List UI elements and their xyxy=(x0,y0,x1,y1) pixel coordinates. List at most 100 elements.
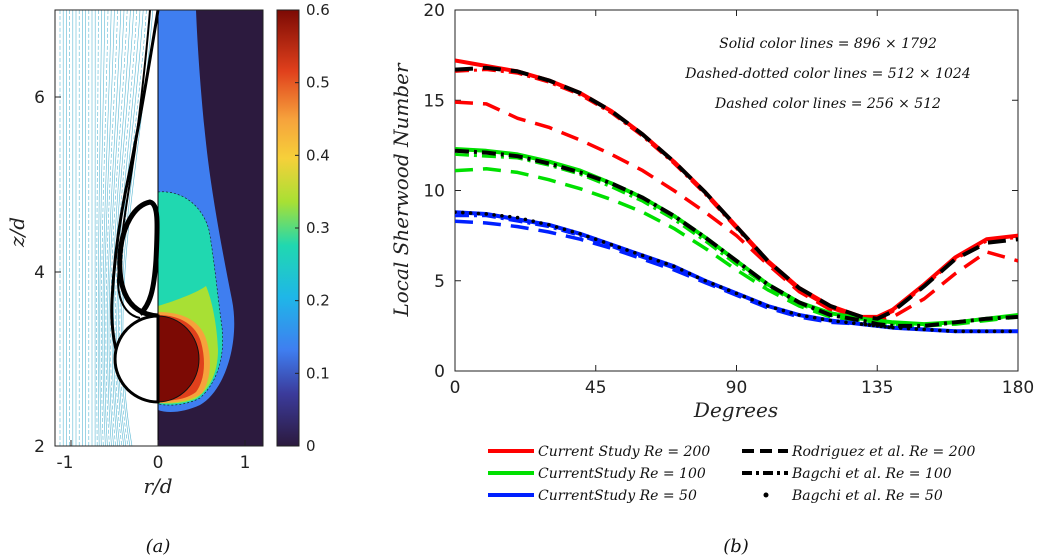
series-bagchi-re50-point xyxy=(593,237,598,242)
y-tick-label-b: 20 xyxy=(423,1,445,21)
series-line-5 xyxy=(455,167,1018,328)
series-bagchi-re50-point xyxy=(859,322,864,326)
colorbar-ticks: 0 0.1 0.2 0.3 0.4 0.5 0.6 xyxy=(295,1,330,455)
series-bagchi-re50-point xyxy=(455,210,457,214)
streamline xyxy=(99,10,106,446)
series-bagchi-re50-point xyxy=(867,323,872,327)
x-tick-label-b: 45 xyxy=(585,378,607,398)
y-tick-a-3: 6 xyxy=(34,88,45,108)
series-bagchi-re50-point xyxy=(984,329,989,334)
series-bagchi-re50-point xyxy=(863,322,868,327)
streamline xyxy=(105,10,118,446)
series-bagchi-re50-point xyxy=(492,213,496,217)
series-bagchi-re50-point xyxy=(609,242,614,247)
legend-label: CurrentStudy Re = 100 xyxy=(538,466,706,482)
streamline xyxy=(110,10,128,446)
series-bagchi-re50-point xyxy=(797,313,801,317)
series-bagchi-re50-point xyxy=(977,329,981,334)
x-tick-label-b: 90 xyxy=(726,378,748,398)
x-tick-a-3: 1 xyxy=(240,453,251,473)
annotation-dashdot: Dashed-dotted color lines = 512 × 1024 xyxy=(684,66,970,82)
y-tick-a-1: 2 xyxy=(34,437,45,457)
x-axis-label-a: r/d xyxy=(143,474,172,498)
series-bagchi-re50-point xyxy=(656,259,661,263)
series-bagchi-re50-point xyxy=(539,221,543,225)
particle-left-half xyxy=(113,314,160,404)
series-bagchi-re50-point xyxy=(969,329,973,334)
series-bagchi-re50-point xyxy=(687,271,692,276)
series-bagchi-re50-point xyxy=(773,306,778,311)
streamline xyxy=(108,10,125,446)
series-bagchi-re50-point xyxy=(742,294,747,299)
y-tick-a-2: 4 xyxy=(34,263,45,283)
series-bagchi-re50-point xyxy=(781,308,786,313)
series-bagchi-re50-point xyxy=(554,225,559,229)
series-bagchi-re50-point xyxy=(570,229,575,234)
caption-a: (a) xyxy=(146,536,171,557)
caption-b: (b) xyxy=(723,536,749,557)
series-bagchi-re50-point xyxy=(734,291,739,296)
series-bagchi-re50-point xyxy=(812,315,817,320)
y-axis-label-a: z/d xyxy=(5,217,29,248)
series-bagchi-re50-point xyxy=(938,328,942,333)
series-bagchi-re50-point xyxy=(851,321,856,325)
series-bagchi-re50-point xyxy=(891,325,895,330)
series-line-10 xyxy=(455,148,1018,328)
x-ticks-a: -1 0 1 xyxy=(57,440,251,473)
annotation-dashed: Dashed color lines = 256 × 512 xyxy=(714,96,941,112)
series-bagchi-re50-point xyxy=(476,211,481,216)
series-bagchi-re50-point xyxy=(578,232,582,236)
legend: Current Study Re = 200 Rodriguez et al. R… xyxy=(488,444,976,504)
annotation-solid: Solid color lines = 896 × 1792 xyxy=(719,36,937,52)
series-bagchi-re50-point xyxy=(531,219,535,223)
series-bagchi-re50-point xyxy=(484,212,489,216)
series-bagchi-re50-point xyxy=(719,285,723,289)
colorbar-tick-label: 0.2 xyxy=(306,292,330,310)
series-bagchi-re50-point xyxy=(461,210,465,215)
series-bagchi-re50-point xyxy=(617,245,622,250)
series-bagchi-re50-point xyxy=(871,323,876,328)
series-bagchi-re50-point xyxy=(922,327,926,332)
axes-frame-a xyxy=(54,9,264,447)
legend-label: Rodriguez et al. Re = 200 xyxy=(791,444,976,460)
streamline xyxy=(107,10,122,446)
series-bagchi-re50-point xyxy=(586,234,590,239)
y-tick-label-b: 15 xyxy=(423,91,445,111)
colorbar-tick-label: 0.1 xyxy=(306,364,330,382)
series-bagchi-re50-point xyxy=(883,324,887,329)
series-bagchi-re50-point xyxy=(672,264,676,269)
x-tick-a-1: -1 xyxy=(57,453,74,473)
x-tick-label-b: 180 xyxy=(1002,378,1034,398)
streamline xyxy=(96,10,99,446)
separatrix-inner xyxy=(116,10,151,319)
colorbar-tick-label: 0.3 xyxy=(306,219,330,237)
colorbar-tick-label: 0.5 xyxy=(306,74,330,92)
series-bagchi-re50-point xyxy=(836,319,840,324)
legend-label: Bagchi et al. Re = 50 xyxy=(791,488,943,504)
series-bagchi-re50-point xyxy=(887,325,891,330)
y-tick-label-b: 5 xyxy=(434,272,445,292)
series-bagchi-re50-point xyxy=(844,320,848,325)
y-axis-label-b: Local Sherwood Number xyxy=(389,62,413,318)
legend-label: Bagchi et al. Re = 100 xyxy=(791,466,952,482)
series-bagchi-re50-point xyxy=(500,213,504,218)
series-bagchi-re50-point xyxy=(679,268,684,272)
series-bagchi-re50-point xyxy=(805,314,809,319)
series-bagchi-re50-point xyxy=(711,282,715,286)
series-bagchi-re50-point xyxy=(640,253,645,258)
x-axis-label-b: Degrees xyxy=(693,398,778,422)
series-bagchi-re50-point xyxy=(625,248,629,252)
streamline xyxy=(111,10,131,446)
axis-ticks-b: 0 45 90 135 180 0 5 10 15 20 xyxy=(423,1,1034,398)
panel-b: 0 45 90 135 180 0 5 10 15 20 Degrees Local Sherwo… xyxy=(389,1,1034,557)
x-tick-label-b: 0 xyxy=(450,378,461,398)
series-bagchi-re50-point xyxy=(961,329,966,334)
series-line-9 xyxy=(455,65,1018,321)
x-tick-label-b: 135 xyxy=(861,378,893,398)
series-bagchi-re50-point xyxy=(515,215,520,220)
series-bagchi-re50-point xyxy=(547,222,551,227)
streamline xyxy=(97,10,102,446)
series-bagchi-re50-point xyxy=(930,328,934,332)
series-bagchi-re50-point xyxy=(601,240,606,244)
